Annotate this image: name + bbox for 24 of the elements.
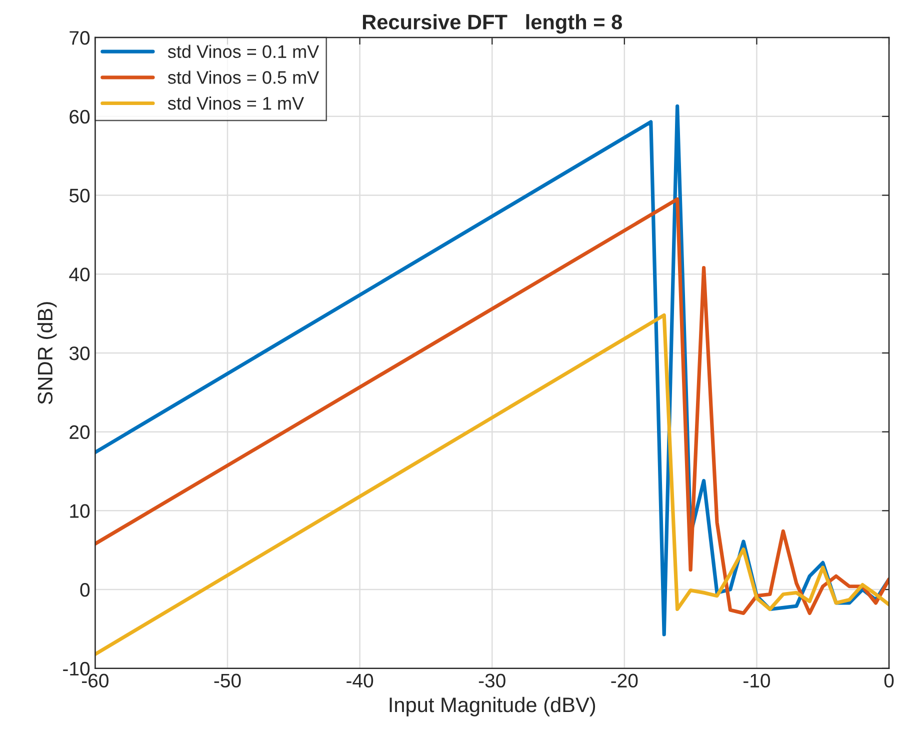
legend-label: std Vinos = 0.1 mV (168, 44, 320, 58)
x-tick-label: -20 (611, 674, 638, 688)
y-tick-label: 40 (69, 268, 90, 282)
line-series (95, 313, 890, 656)
legend-label: std Vinos = 0.5 mV (168, 70, 320, 84)
legend-label: std Vinos = 1 mV (168, 96, 304, 110)
line-series (95, 197, 890, 615)
x-tick-label: -60 (82, 674, 108, 688)
chart-title: Recursive DFT length = 8 (362, 14, 622, 34)
y-tick-label: 20 (70, 425, 90, 440)
y-tick-label: 50 (69, 188, 90, 202)
x-tick-label: -40 (346, 674, 374, 688)
x-tick-label: -50 (214, 674, 241, 688)
y-axis-title: SNDR (dB) (37, 302, 57, 404)
y-tick-label: 0 (80, 583, 90, 597)
y-tick-label: 60 (70, 110, 90, 124)
x-axis-title: Input Magnitude (dBV) (390, 696, 596, 716)
y-tick-label: 70 (70, 31, 90, 45)
y-tick-label: -10 (63, 662, 90, 676)
x-tick-label: -10 (744, 674, 770, 688)
x-tick-label: 0 (884, 674, 894, 688)
y-tick-label: 30 (69, 346, 90, 360)
x-tick-label: -30 (478, 674, 506, 688)
y-tick-label: 10 (70, 504, 90, 518)
